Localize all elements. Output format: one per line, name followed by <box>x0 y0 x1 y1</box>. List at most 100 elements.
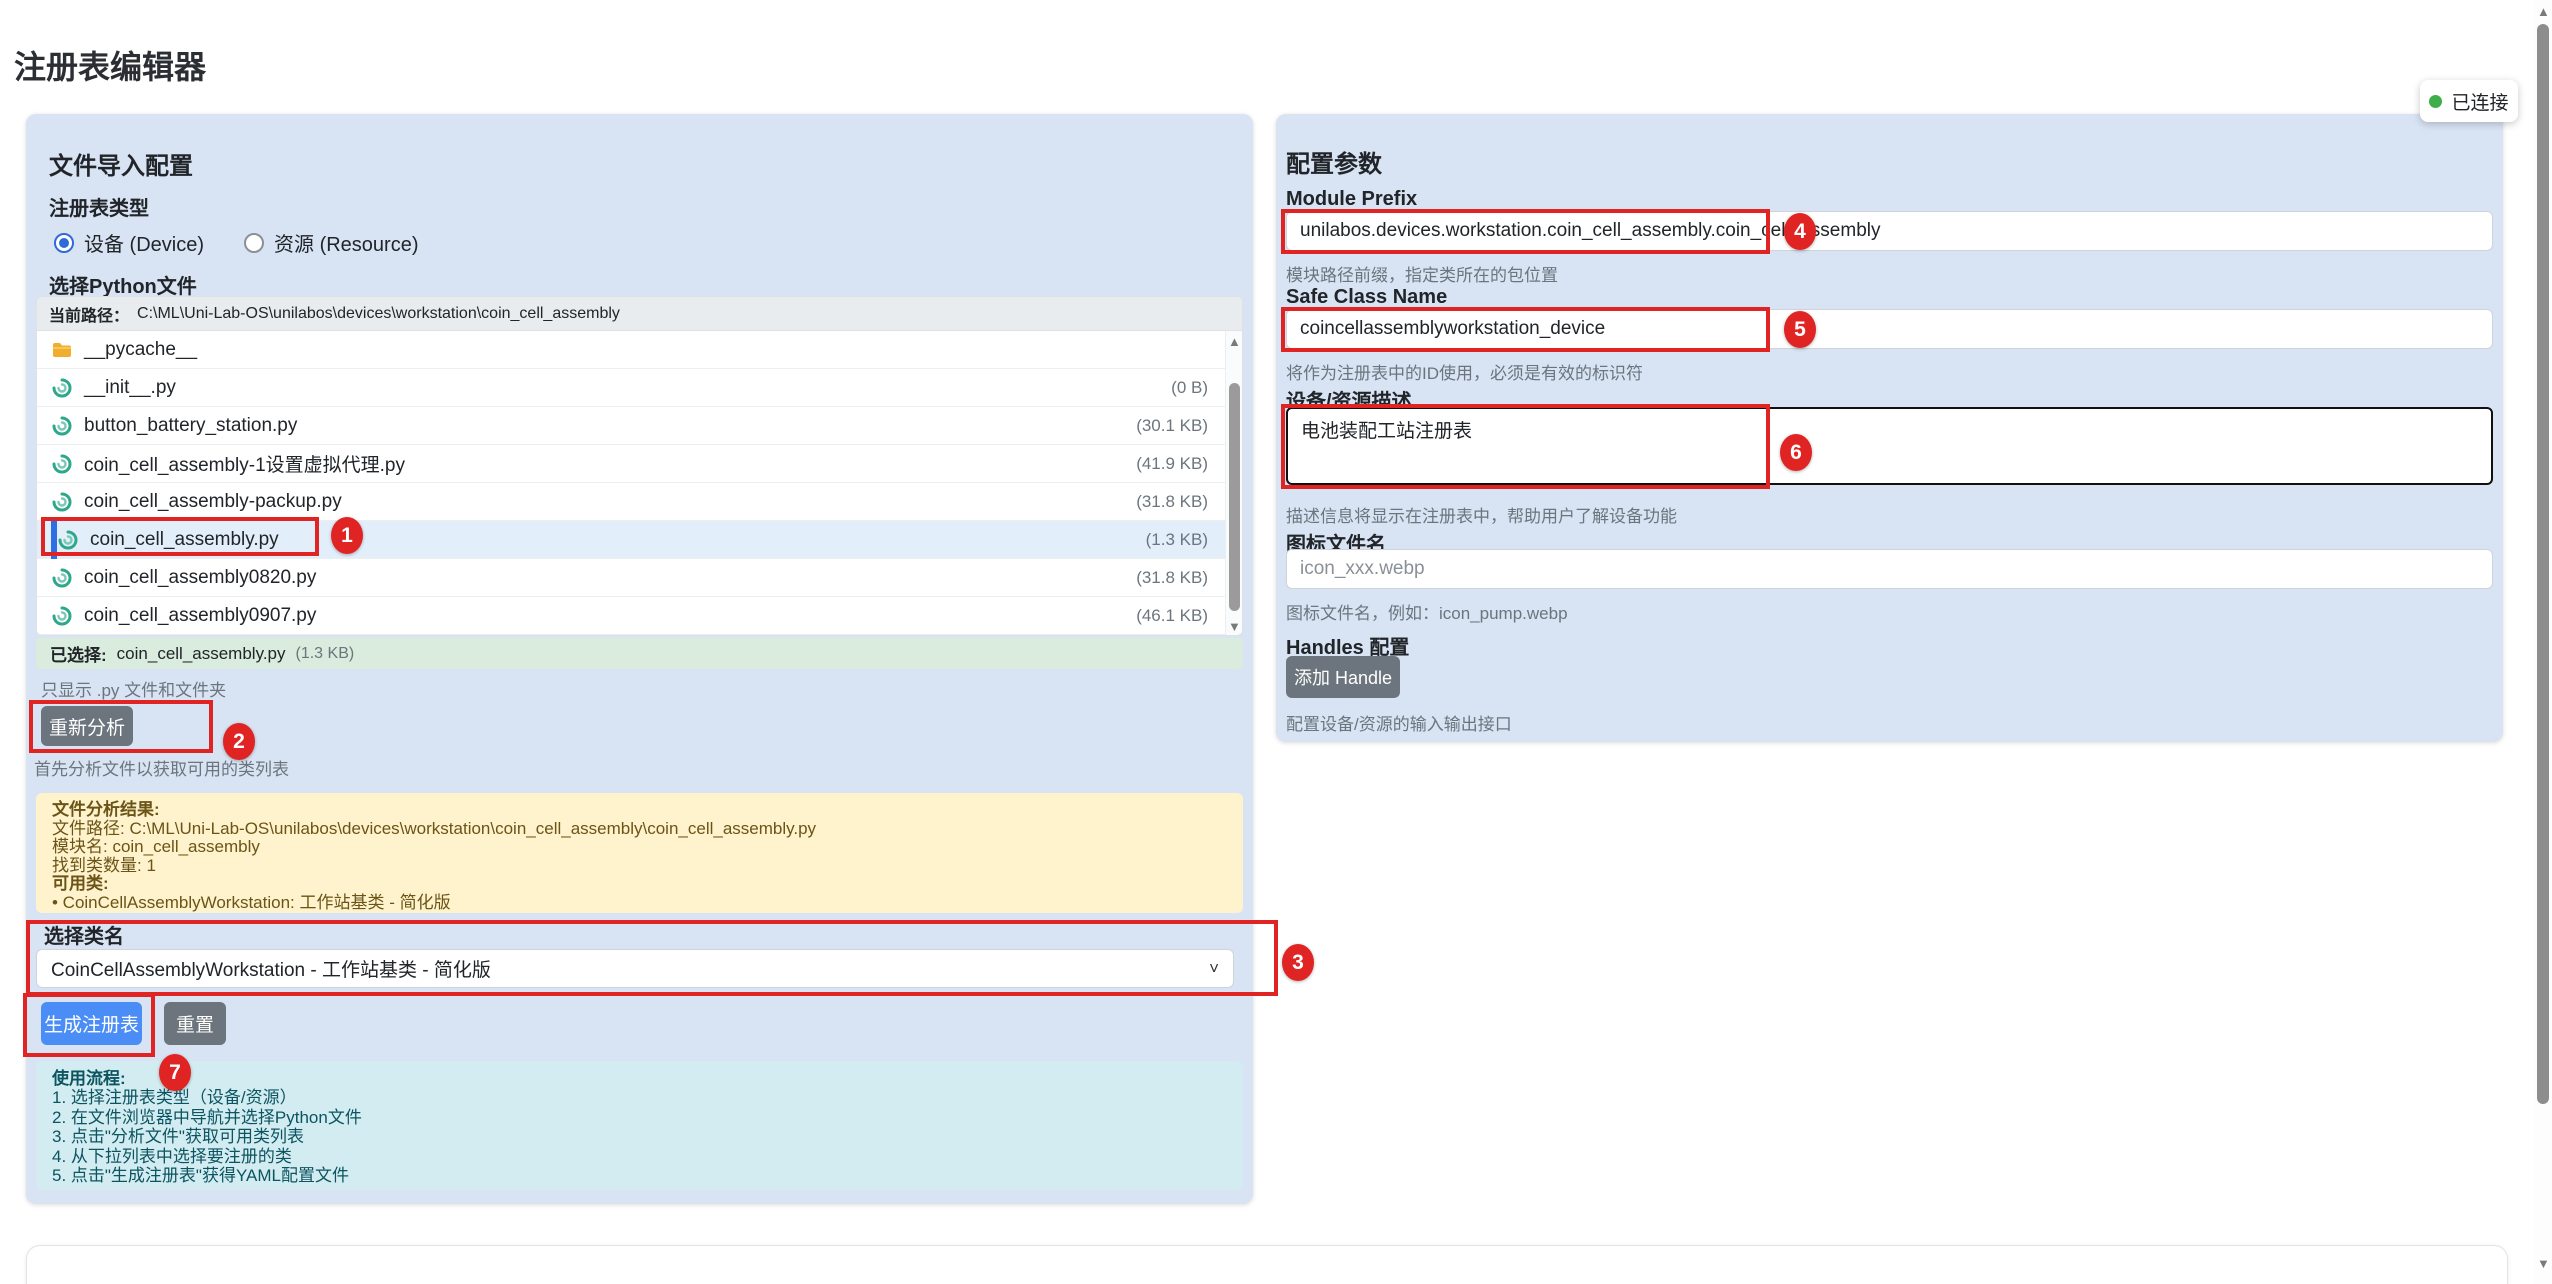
file-list: __pycache__ __init__.py (0 B) button_bat… <box>37 331 1226 635</box>
page-scrollbar[interactable]: ▲ ▼ <box>2534 0 2552 1284</box>
analysis-class-count: 找到类数量: 1 <box>52 855 156 875</box>
file-size: (41.9 KB) <box>1136 453 1208 473</box>
current-path-value: C:\ML\Uni-Lab-OS\unilabos\devices\workst… <box>137 304 620 322</box>
annotation-badge-5: 5 <box>1784 311 1816 348</box>
selected-file-name: coin_cell_assembly.py <box>116 643 286 663</box>
annotation-box-7 <box>23 993 155 1057</box>
class-select[interactable]: CoinCellAssemblyWorkstation - 工作站基类 - 简化… <box>36 949 1234 988</box>
generate-registry-button[interactable]: 生成注册表 <box>41 1002 142 1045</box>
annotation-badge-3: 3 <box>1282 944 1314 981</box>
file-row-pycache[interactable]: __pycache__ <box>37 331 1226 369</box>
description-hint: 描述信息将显示在注册表中，帮助用户了解设备功能 <box>1286 507 1677 526</box>
scroll-up-icon[interactable]: ▲ <box>2537 4 2550 19</box>
annotation-badge-4: 4 <box>1784 213 1816 250</box>
usage-step: 1. 选择注册表类型（设备/资源） <box>52 1088 297 1108</box>
annotation-box-1 <box>41 517 319 556</box>
select-python-file-label: 选择Python文件 <box>49 276 197 298</box>
current-path-label: 当前路径： <box>49 307 130 325</box>
analysis-result-title: 文件分析结果: <box>52 800 160 819</box>
selected-file-label: 已选择: <box>50 646 107 665</box>
usage-step: 3. 点击"分析文件"获取可用类列表 <box>52 1127 304 1147</box>
class-select-value: CoinCellAssemblyWorkstation - 工作站基类 - 简化… <box>51 960 491 981</box>
file-browser: 当前路径： C:\ML\Uni-Lab-OS\unilabos\devices\… <box>36 296 1243 636</box>
config-params-header: 配置参数 <box>1286 151 1382 178</box>
radio-device-label[interactable]: 设备 (Device) <box>84 234 205 256</box>
reanalyze-button[interactable]: 重新分析 <box>41 706 133 746</box>
python-file-icon <box>51 453 73 475</box>
class-select-label: 选择类名 <box>44 926 124 948</box>
annotation-box-5 <box>1281 307 1770 352</box>
file-import-panel: 文件导入配置 注册表类型 设备 (Device) 资源 (Resource) 选… <box>26 114 1253 1204</box>
analysis-module-name: 模块名: coin_cell_assembly <box>52 837 260 857</box>
file-row-0820[interactable]: coin_cell_assembly0820.py (31.8 KB) <box>37 559 1226 597</box>
folder-icon <box>51 339 73 361</box>
radio-device[interactable] <box>54 232 74 253</box>
scroll-down-icon[interactable]: ▼ <box>2537 1256 2550 1271</box>
python-file-icon <box>51 567 73 589</box>
description-textarea[interactable]: 电池装配工站注册表 <box>1286 407 2493 485</box>
file-name: coin_cell_assembly0820.py <box>84 566 317 588</box>
file-name: __init__.py <box>84 376 176 398</box>
file-name: coin_cell_assembly0907.py <box>84 604 317 626</box>
file-size: (1.3 KB) <box>1145 529 1208 549</box>
selected-file-bar: 已选择: coin_cell_assembly.py (1.3 KB) <box>36 638 1243 669</box>
python-file-icon <box>51 491 73 513</box>
reset-button[interactable]: 重置 <box>164 1002 226 1045</box>
file-row-init[interactable]: __init__.py (0 B) <box>37 369 1226 407</box>
page-title: 注册表编辑器 <box>14 49 207 85</box>
analyze-hint: 首先分析文件以获取可用的类列表 <box>34 760 289 779</box>
connection-status-text: 已连接 <box>2451 92 2509 114</box>
safe-class-name-hint: 将作为注册表中的ID使用，必须是有效的标识符 <box>1286 364 1643 383</box>
annotation-box-2 <box>29 700 213 753</box>
annotation-box-4 <box>1281 209 1770 254</box>
handles-config-hint: 配置设备/资源的输入输出接口 <box>1286 715 1512 734</box>
file-name: coin_cell_assembly.py <box>90 528 279 550</box>
file-list-scrollbar[interactable]: ▲ ▼ <box>1225 331 1242 635</box>
icon-filename-input[interactable] <box>1286 549 2493 589</box>
add-handle-button[interactable]: 添加 Handle <box>1286 656 1400 698</box>
config-params-panel: 配置参数 Module Prefix 模块路径前缀，指定类所在的包位置 Safe… <box>1276 114 2503 742</box>
file-import-header: 文件导入配置 <box>49 153 193 180</box>
annotation-badge-6: 6 <box>1780 434 1812 471</box>
annotation-badge-7: 7 <box>159 1054 191 1091</box>
annotation-badge-2: 2 <box>223 723 255 760</box>
selected-file-size: (1.3 KB) <box>295 644 355 662</box>
file-size: (30.1 KB) <box>1136 415 1208 435</box>
usage-flow-box: 使用流程: 1. 选择注册表类型（设备/资源） 2. 在文件浏览器中导航并选择P… <box>36 1061 1243 1190</box>
analysis-file-path: 文件路径: C:\ML\Uni-Lab-OS\unilabos\devices\… <box>52 818 817 838</box>
file-row-button-battery[interactable]: button_battery_station.py (30.1 KB) <box>37 407 1226 445</box>
page-scroll-thumb[interactable] <box>2537 24 2549 1104</box>
connected-dot-icon <box>2429 94 2443 108</box>
file-size: (46.1 KB) <box>1136 605 1208 625</box>
python-file-icon <box>57 529 79 551</box>
scroll-up-icon[interactable]: ▲ <box>1228 334 1241 349</box>
file-row-0907[interactable]: coin_cell_assembly0907.py (46.1 KB) <box>37 597 1226 635</box>
file-name: coin_cell_assembly-packup.py <box>84 490 342 512</box>
filter-hint: 只显示 .py 文件和文件夹 <box>41 681 227 700</box>
scroll-down-icon[interactable]: ▼ <box>1228 619 1241 634</box>
bottom-section-card <box>26 1245 2508 1284</box>
file-size: (31.8 KB) <box>1136 491 1208 511</box>
analysis-classes-label: 可用类: <box>52 874 109 894</box>
file-name: button_battery_station.py <box>84 414 298 436</box>
connection-status-badge: 已连接 <box>2420 80 2518 122</box>
module-prefix-label: Module Prefix <box>1286 188 1418 210</box>
annotation-badge-1: 1 <box>331 517 363 554</box>
safe-class-name-input[interactable] <box>1286 309 2493 349</box>
module-prefix-hint: 模块路径前缀，指定类所在的包位置 <box>1286 266 1558 285</box>
selected-row-accent <box>51 520 57 559</box>
handles-config-label: Handles 配置 <box>1286 637 1410 659</box>
usage-step: 5. 点击"生成注册表"获得YAML配置文件 <box>52 1166 350 1186</box>
radio-resource[interactable] <box>244 232 265 253</box>
annotation-box-3 <box>26 920 1278 996</box>
current-path-bar: 当前路径： C:\ML\Uni-Lab-OS\unilabos\devices\… <box>37 297 1242 331</box>
file-row-virtual-agent[interactable]: coin_cell_assembly-1设置虚拟代理.py (41.9 KB) <box>37 445 1226 483</box>
file-row-packup[interactable]: coin_cell_assembly-packup.py (31.8 KB) <box>37 483 1226 521</box>
file-list-scroll-thumb[interactable] <box>1229 383 1240 611</box>
file-name: coin_cell_assembly-1设置虚拟代理.py <box>84 455 405 476</box>
module-prefix-input[interactable] <box>1286 211 2493 251</box>
annotation-box-6 <box>1281 404 1770 489</box>
analysis-class-item: • CoinCellAssemblyWorkstation: 工作站基类 - 简… <box>52 892 451 912</box>
radio-resource-label[interactable]: 资源 (Resource) <box>274 234 419 256</box>
